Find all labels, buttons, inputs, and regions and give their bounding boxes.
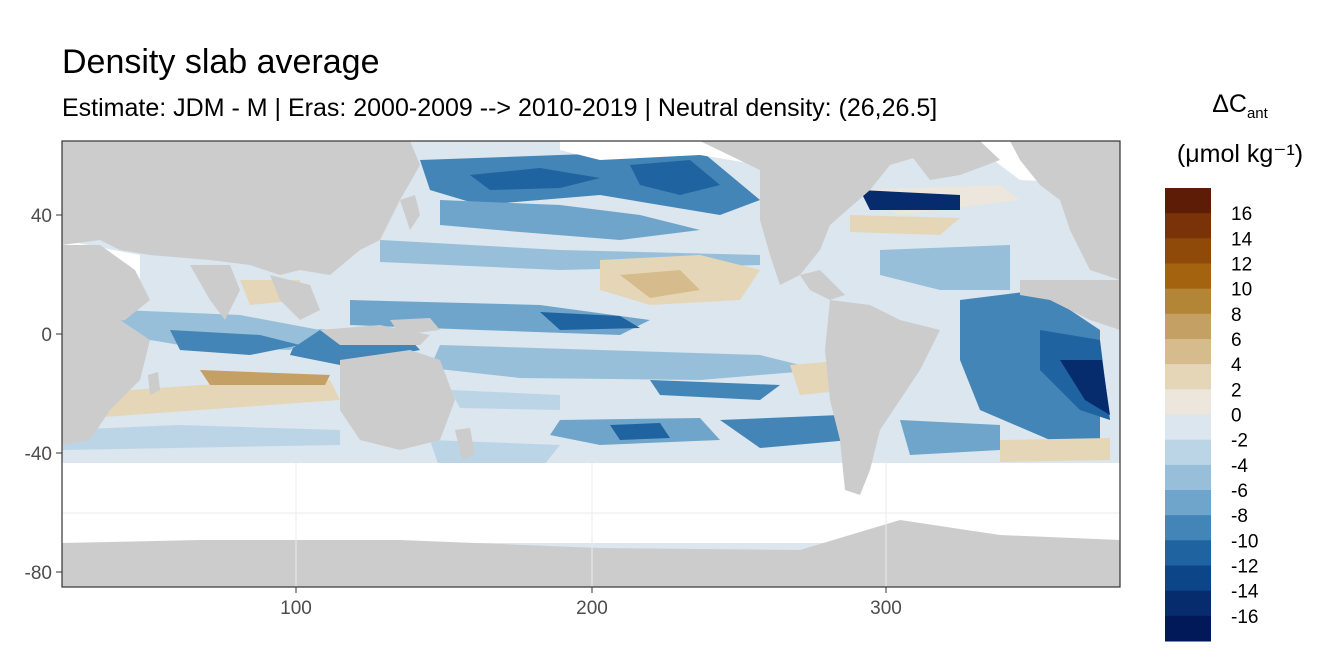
map-layer [62,141,1120,587]
y-tick-label: 40 [31,206,52,227]
legend-title: ΔCant (μmol kg⁻¹) [1160,84,1320,174]
anomaly-patch [1060,360,1110,415]
legend-title-unit: (μmol kg⁻¹) [1176,140,1304,168]
madagascar [148,372,160,395]
no-data-region [560,141,760,165]
africa [62,320,150,445]
legend-colorbar: 16 14 12 10 8 6 4 2 0 -2 -4 -6 -8 -10 -12 -14 -16 [1165,188,1259,642]
anomaly-patch [610,423,670,440]
australia [340,350,455,450]
legend-swatch [1165,439,1211,466]
legend-swatch [1165,188,1211,214]
south-america [825,300,940,495]
legend-label: -6 [1231,481,1248,502]
anomaly-patch [62,425,340,450]
india [190,265,240,320]
se-asia [270,275,320,320]
japan [400,195,420,230]
legend-swatch [1165,238,1211,264]
panel-border [61,140,1121,588]
legend-label: -8 [1231,506,1248,527]
legend-swatch [1165,213,1211,239]
anomaly-patch [440,200,700,240]
legend-swatch [1165,339,1211,365]
legend-swatch [1165,515,1211,541]
legend-label: -12 [1231,557,1258,578]
legend-title-main: ΔC [1212,90,1247,118]
anomaly-patch [430,345,820,380]
x-axis: 100 200 300 [280,587,902,619]
anomaly-patch [470,168,600,190]
central-america [800,270,845,300]
legend-swatch [1165,590,1211,617]
legend-swatch [1165,313,1211,340]
land-masses [62,141,1120,587]
anomaly-patch [170,330,300,355]
anomaly-patch [960,290,1100,440]
anomaly-patch [540,312,640,330]
legend-swatch [1165,464,1211,491]
legend-label: 2 [1231,380,1242,401]
y-tick-label: -80 [25,563,52,584]
y-tick-label: -40 [25,444,52,465]
legend-swatch [1165,414,1211,441]
north-america-east [900,141,1000,180]
legend-label: 14 [1231,229,1253,250]
anomaly-patch [650,380,780,400]
legend-label: 0 [1231,406,1242,427]
x-tick-label: 100 [280,598,312,619]
legend-label: -16 [1231,607,1258,628]
north-africa [1020,280,1120,330]
anomaly-patch [62,380,340,420]
anomaly-patch [450,390,560,410]
greenland-europe [1010,141,1120,280]
legend-swatch [1165,490,1211,516]
anomaly-patch [720,415,850,448]
anomaly-patch [1000,438,1110,462]
x-tick-label: 300 [870,598,902,619]
eurasia [62,141,420,275]
map-subtitle: Estimate: JDM - M | Eras: 2000-2009 --> … [62,94,938,122]
legend-swatch [1165,615,1211,642]
anomaly-patch [860,190,960,210]
anomaly-patch [900,420,1000,455]
legend-swatch [1165,288,1211,315]
anomaly-patch [200,370,330,385]
legend-label: -14 [1231,582,1259,603]
legend-swatch [1165,389,1211,415]
new-zealand [455,428,475,460]
legend-swatch [1165,540,1211,566]
antarctica [62,520,1120,587]
y-tick-label: 0 [41,325,52,346]
anomaly-patch [630,160,720,195]
legend-label: 8 [1231,305,1242,326]
legend-label: -4 [1231,456,1248,477]
legend-label: -2 [1231,431,1248,452]
legend-title-sub: ant [1246,105,1268,122]
anomaly-patch [850,215,960,235]
anomaly-patch [620,270,700,298]
legend-label: -10 [1231,531,1258,552]
north-america [700,141,940,285]
y-axis: 40 0 -40 -80 [25,206,62,584]
ocean-anomaly-field [62,150,1110,470]
arabia-india [62,245,150,330]
legend-label: 16 [1231,204,1252,225]
legend-label: 12 [1231,255,1252,276]
new-guinea [390,318,440,335]
map-title: Density slab average [62,43,380,81]
legend-label: 6 [1231,330,1242,351]
grid-lines [62,463,1120,587]
legend-swatch [1165,263,1211,290]
legend-swatch [1165,364,1211,390]
legend-label: 4 [1231,355,1242,376]
x-tick-label: 200 [576,598,608,619]
legend-swatch [1165,565,1211,592]
legend-label: 10 [1231,280,1252,301]
anomaly-patch [880,245,1010,290]
